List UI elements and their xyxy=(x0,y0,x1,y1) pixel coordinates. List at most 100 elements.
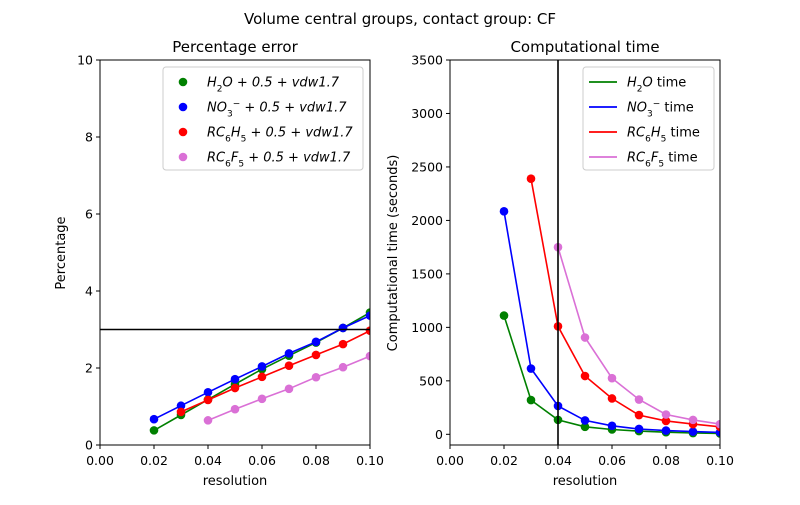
percentage-error-panel: Percentage error resolution Percentage 0… xyxy=(54,38,384,489)
data-point xyxy=(338,339,348,349)
data-point xyxy=(311,337,321,347)
y-tick-label: 1500 xyxy=(411,266,443,281)
legend: H2O + 0.5 + vdw1.7 NO3− + 0.5 + vdw1.7 RC6… xyxy=(162,66,364,171)
data-point xyxy=(526,395,536,405)
legend-marker xyxy=(178,102,188,112)
data-point xyxy=(499,311,509,320)
y-tick-label: 0 xyxy=(435,427,443,442)
data-point xyxy=(149,426,159,435)
y-tick-label: 0 xyxy=(85,438,93,453)
legend-entry: RC6F5 time xyxy=(589,151,698,170)
data-point xyxy=(149,414,159,424)
data-point xyxy=(580,371,590,381)
data-point xyxy=(203,416,213,425)
plot-area xyxy=(499,60,720,445)
legend-entry: H2O time xyxy=(589,76,686,95)
data-point xyxy=(338,362,348,372)
legend-entry: RC6F5 + 0.5 + vdw1.7 xyxy=(178,151,351,170)
y-tick-label: 500 xyxy=(419,373,443,388)
axes-frame xyxy=(449,59,721,446)
data-point xyxy=(634,395,644,404)
data-point xyxy=(176,401,186,411)
figure-title: Volume central groups, contact group: CF xyxy=(244,10,556,28)
data-point xyxy=(284,349,294,358)
axes-frame xyxy=(99,59,371,446)
x-axis-label: resolution xyxy=(203,474,268,489)
x-tick-label: 0.10 xyxy=(356,453,384,468)
x-tick-label: 0.04 xyxy=(194,453,222,468)
series-rc6h5-0-5-vdw1-7 xyxy=(176,326,370,417)
data-point xyxy=(365,311,370,320)
data-point xyxy=(311,372,321,382)
y-tick-label: 4 xyxy=(85,284,93,299)
legend-entry: NO3− time xyxy=(589,100,694,120)
legend-label: RC6H5 + 0.5 + vdw1.7 xyxy=(207,126,353,145)
plot-area xyxy=(100,308,370,435)
series-line xyxy=(180,329,370,413)
chart-title: Percentage error xyxy=(172,38,298,56)
y-tick-label: 3000 xyxy=(411,106,443,121)
legend-label: H2O + 0.5 + vdw1.7 xyxy=(207,76,340,95)
y-tick-label: 8 xyxy=(85,130,93,145)
computational-time-panel: Computational time resolution Computatio… xyxy=(386,38,734,489)
series-line xyxy=(530,178,720,428)
x-tick-label: 0.04 xyxy=(544,453,572,468)
data-point xyxy=(526,174,536,184)
legend-box xyxy=(582,66,715,171)
x-axis-label: resolution xyxy=(553,474,618,489)
data-point xyxy=(661,416,671,426)
y-tick-label: 2000 xyxy=(411,213,443,228)
x-tick-label: 0.10 xyxy=(706,453,734,468)
data-point xyxy=(688,415,698,425)
legend-label: RC6F5 + 0.5 + vdw1.7 xyxy=(207,151,351,170)
data-point xyxy=(499,207,509,216)
legend-label: NO3− + 0.5 + vdw1.7 xyxy=(207,100,347,120)
data-point xyxy=(230,404,240,414)
data-point xyxy=(661,410,671,419)
data-point xyxy=(203,387,213,397)
legend-marker xyxy=(178,77,188,87)
x-tick-label: 0.02 xyxy=(140,453,168,468)
legend-entry: RC6H5 time xyxy=(589,126,700,145)
y-tick-label: 1000 xyxy=(411,320,443,335)
data-point xyxy=(365,351,370,361)
y-axis-label: Percentage xyxy=(54,216,69,289)
data-point xyxy=(661,426,671,435)
x-tick-label: 0.00 xyxy=(436,453,464,468)
data-point xyxy=(607,421,617,431)
data-point xyxy=(634,424,644,434)
data-point xyxy=(284,384,294,394)
y-tick-label: 2 xyxy=(85,361,93,376)
legend-marker xyxy=(178,152,188,162)
data-point xyxy=(580,422,590,432)
data-point xyxy=(176,407,186,417)
legend-entry: NO3− + 0.5 + vdw1.7 xyxy=(178,100,347,120)
x-tick-label: 0.00 xyxy=(86,453,114,468)
data-point xyxy=(580,333,590,342)
x-tick-label: 0.08 xyxy=(652,453,680,468)
legend-marker xyxy=(178,127,188,137)
legend-label: H2O time xyxy=(627,76,686,95)
data-point xyxy=(338,323,348,333)
data-point xyxy=(607,394,617,403)
data-point xyxy=(365,326,370,335)
data-point xyxy=(688,427,698,436)
data-point xyxy=(607,373,617,383)
legend-box xyxy=(162,66,364,171)
x-tick-label: 0.02 xyxy=(490,453,518,468)
data-point xyxy=(715,419,720,429)
legend-entry: H2O + 0.5 + vdw1.7 xyxy=(178,76,340,95)
data-point xyxy=(580,416,590,425)
data-point xyxy=(526,364,536,373)
data-point xyxy=(284,361,294,370)
data-point xyxy=(311,350,321,360)
y-tick-label: 10 xyxy=(77,53,93,68)
data-point xyxy=(634,410,644,420)
data-point xyxy=(257,372,267,382)
legend-entry: RC6H5 + 0.5 + vdw1.7 xyxy=(178,126,353,145)
legend-label: RC6F5 time xyxy=(627,151,698,170)
x-tick-label: 0.06 xyxy=(248,453,276,468)
data-point xyxy=(230,374,240,384)
legend-label: NO3− time xyxy=(627,100,694,120)
